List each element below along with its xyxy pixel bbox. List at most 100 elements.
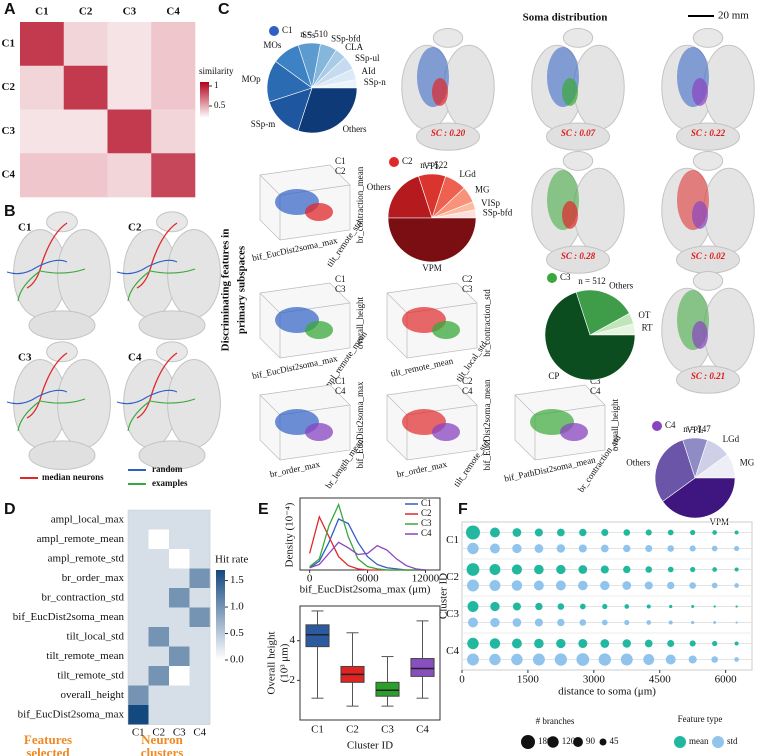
soma-cloud	[432, 78, 448, 106]
slice-label: CLA	[345, 42, 364, 52]
olfactory-bulb	[692, 270, 724, 291]
heat-cell	[63, 109, 108, 154]
row-label: tilt_remote_std	[57, 669, 124, 681]
density-line	[309, 541, 426, 571]
dot	[534, 618, 543, 627]
legend-label: C2	[462, 376, 473, 386]
legend-label: C1	[335, 376, 346, 386]
panel-label: A	[4, 1, 16, 18]
legend-dot	[389, 157, 399, 167]
annotation: Features	[24, 732, 72, 747]
panel-label: D	[4, 501, 16, 518]
colorbar-tick-label: 1.5	[230, 574, 244, 586]
density-line	[309, 514, 426, 571]
sc-label: SC : 0.20	[431, 128, 466, 138]
dot	[490, 601, 500, 612]
brain-lobe	[703, 167, 755, 253]
point-cloud	[432, 423, 460, 441]
dot	[465, 525, 480, 540]
brain-lobe	[443, 44, 495, 130]
legend-label: C1	[282, 25, 293, 35]
heat-cell	[189, 685, 211, 706]
dot	[600, 639, 610, 648]
legend-label: C3	[462, 284, 473, 294]
dot	[689, 545, 696, 552]
legend-label: C2	[462, 274, 473, 284]
slice-label: SSs	[302, 30, 316, 40]
cerebellum	[138, 310, 206, 341]
heat-cell	[128, 627, 149, 647]
row-label: tilt_local_std	[67, 630, 125, 642]
annotation: selected	[26, 745, 70, 756]
heat-cell	[169, 705, 190, 725]
x-tick-label: C3	[381, 724, 394, 736]
legend-label: C3	[590, 376, 601, 386]
dot	[556, 638, 566, 649]
brain-lobe	[167, 359, 221, 448]
row-label: br_contraction_std	[42, 591, 125, 603]
slice-label: Others	[367, 182, 391, 192]
heat-cell	[128, 685, 149, 706]
brain-lobe	[573, 44, 625, 130]
neuron-red	[26, 352, 68, 419]
heat-cell	[151, 22, 196, 67]
dot	[511, 580, 523, 591]
dot	[711, 582, 718, 589]
axis-label: bif_EucDist2soma_max	[251, 353, 339, 381]
dot	[691, 605, 695, 608]
slice-label: LGd	[723, 434, 740, 444]
density-line	[309, 502, 426, 571]
dot	[734, 657, 739, 662]
olfactory-bulb	[46, 211, 78, 233]
legend-label: C4	[665, 420, 676, 430]
heat-cell	[148, 607, 170, 628]
heat-cell	[148, 646, 170, 667]
olfactory-bulb	[562, 27, 594, 48]
slice-label: OT	[638, 310, 650, 320]
dot	[579, 528, 587, 537]
legend-label: 90	[586, 736, 596, 746]
legend-dot	[269, 26, 279, 36]
dot	[489, 638, 501, 649]
heat-cell	[128, 529, 149, 550]
heat-cell	[169, 588, 190, 608]
dot	[713, 621, 717, 624]
y-axis-label: (10³ μm)	[279, 643, 291, 682]
slice-label: MG	[740, 458, 755, 468]
dot	[623, 544, 631, 553]
slice-label: SSp-bfd	[483, 207, 513, 217]
row-label: tilt_remote_mean	[46, 650, 124, 662]
dot	[668, 620, 673, 625]
dot	[667, 566, 674, 573]
heat-cell	[189, 510, 211, 530]
dot	[467, 601, 479, 612]
heat-cell	[189, 607, 211, 628]
colorbar-tick-label: 1.0	[230, 601, 244, 613]
olfactory-bulb	[432, 27, 464, 48]
heat-cell	[169, 510, 190, 530]
dot	[667, 545, 675, 552]
heat-cell	[169, 568, 190, 589]
pie-slice	[297, 87, 358, 134]
heat-cell	[63, 22, 108, 67]
heat-cell	[148, 705, 170, 725]
dot	[556, 544, 566, 553]
dot	[624, 619, 630, 626]
column-label: C2	[152, 727, 165, 739]
dot	[556, 564, 566, 575]
cluster-label: C3	[18, 352, 32, 364]
neuron-blue	[6, 389, 68, 405]
x-axis-label: distance to soma (μm)	[558, 686, 656, 698]
olfactory-bulb	[692, 150, 724, 171]
dot	[532, 653, 545, 666]
colorbar-tick-label: 0.5	[214, 100, 226, 110]
heat-cell	[128, 568, 149, 589]
dot	[646, 604, 651, 609]
axis-label: bif_EucDist2soma_max	[355, 381, 365, 468]
cerebellum	[676, 365, 740, 394]
y-axis-label: Density (10⁻⁴)	[284, 502, 296, 567]
dot	[467, 542, 479, 555]
axis-label: br_contraction_mean	[355, 166, 365, 243]
sc-label: SC : 0.21	[691, 371, 725, 381]
legend-label: random	[152, 464, 183, 474]
